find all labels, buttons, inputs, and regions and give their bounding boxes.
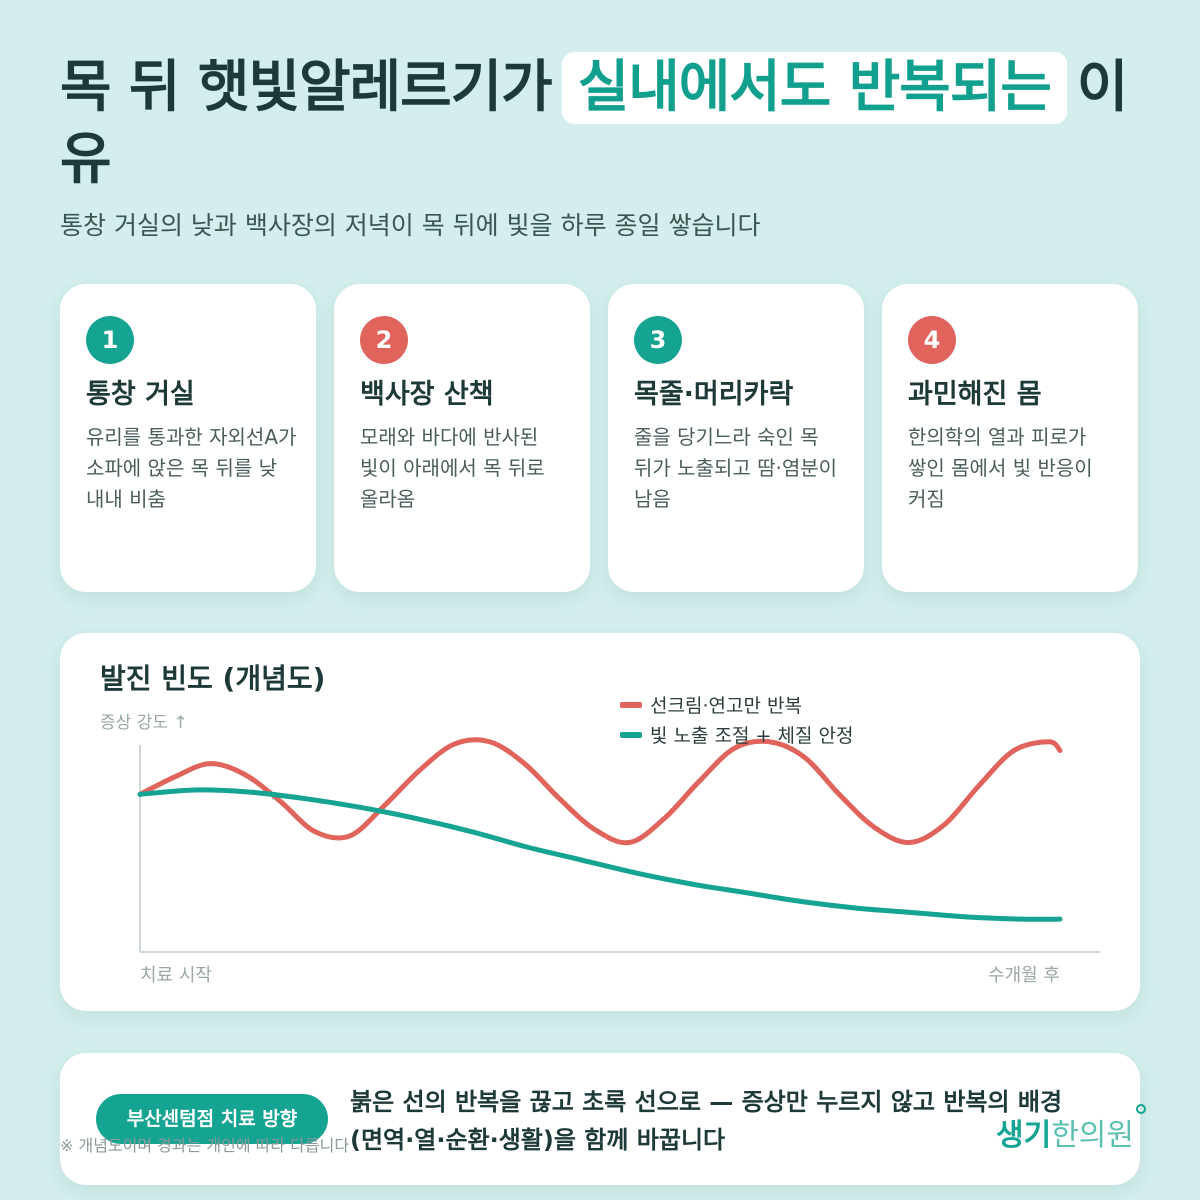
- concept-line-chart: 증상 강도 ↑ 치료 시작 수개월 후 선크림·연고만 반복빛 노출 조절 + 체질 …: [100, 695, 1100, 986]
- x-axis-end-label: 수개월 후: [988, 965, 1060, 986]
- title-text-end: 이유: [60, 55, 1128, 192]
- legend-label-2: 빛 노출 조절 + 체질 안정: [650, 725, 853, 747]
- card-title: 목줄·머리카락: [634, 379, 794, 410]
- treatment-direction-text: 붉은 선의 반복을 끊고 초록 선으로 — 증상만 누르지 않고 반복의 배경(…: [350, 1088, 1063, 1154]
- y-axis-label: 증상 강도 ↑: [100, 713, 188, 733]
- chart-title: 발진 빈도 (개념도): [100, 662, 326, 695]
- card-description: 줄을 당기느라 숙인 목 뒤가 노출되고 땀·염분이 남음: [634, 425, 838, 511]
- card-description: 모래와 바다에 반사된 빛이 아래에서 목 뒤로 올라옴: [360, 425, 545, 511]
- card-number-badge: 1: [86, 316, 134, 364]
- card-title: 과민해진 몸: [908, 379, 1042, 410]
- legend-swatch-2: [620, 732, 642, 738]
- cause-cards: 1 통창 거실 유리를 통과한 자외선A가 소파에 앉은 목 뒤를 낮 내내 비…: [60, 284, 1140, 592]
- card-number-badge: 4: [908, 316, 956, 364]
- title-highlight: 실내에서도 반복되는: [561, 52, 1067, 124]
- legend-swatch-1: [620, 702, 642, 708]
- card-title: 백사장 산책: [360, 379, 494, 410]
- page-subtitle: 통창 거실의 낮과 백사장의 저녁이 목 뒤에 빛을 하루 종일 쌓습니다: [60, 211, 761, 240]
- cause-card-2: 2 백사장 산책 모래와 바다에 반사된 빛이 아래에서 목 뒤로 올라옴: [334, 284, 590, 592]
- page-title: 목 뒤 햇빛알레르기가 실내에서도 반복되는 이유: [60, 52, 1140, 196]
- card-description: 유리를 통과한 자외선A가 소파에 앉은 목 뒤를 낮 내내 비춤: [86, 425, 297, 511]
- logo-dot-icon: [1136, 1104, 1147, 1114]
- series-line-1: [137, 737, 1063, 846]
- cause-card-4: 4 과민해진 몸 한의학의 열과 피로가 쌓인 몸에서 빛 반응이 커짐: [882, 284, 1138, 592]
- clinic-logo: 생기한의원: [996, 1104, 1147, 1154]
- card-description: 한의학의 열과 피로가 쌓인 몸에서 빛 반응이 커짐: [908, 425, 1093, 511]
- card-number-badge: 2: [360, 316, 408, 364]
- card-number-badge: 3: [634, 316, 682, 364]
- branch-badge: 부산센텀점 치료 방향: [96, 1094, 328, 1144]
- cause-card-3: 3 목줄·머리카락 줄을 당기느라 숙인 목 뒤가 노출되고 땀·염분이 남음: [608, 284, 864, 592]
- legend-label-1: 선크림·연고만 반복: [650, 695, 802, 717]
- disclaimer-note: ※ 개념도이며 경과는 개인에 따라 다릅니다: [60, 1136, 350, 1155]
- logo-text-light: 한의원: [1051, 1118, 1135, 1153]
- logo-text-bold: 생기: [996, 1118, 1052, 1153]
- title-text: 목 뒤 햇빛알레르기가: [60, 55, 553, 120]
- cause-card-1: 1 통창 거실 유리를 통과한 자외선A가 소파에 앉은 목 뒤를 낮 내내 비…: [60, 284, 316, 592]
- card-title: 통창 거실: [86, 379, 195, 410]
- x-axis-start-label: 치료 시작: [140, 965, 212, 986]
- series-line-2: [137, 787, 1063, 922]
- treatment-direction-card: 부산센텀점 치료 방향 붉은 선의 반복을 끊고 초록 선으로 — 증상만 누르…: [60, 1053, 1140, 1185]
